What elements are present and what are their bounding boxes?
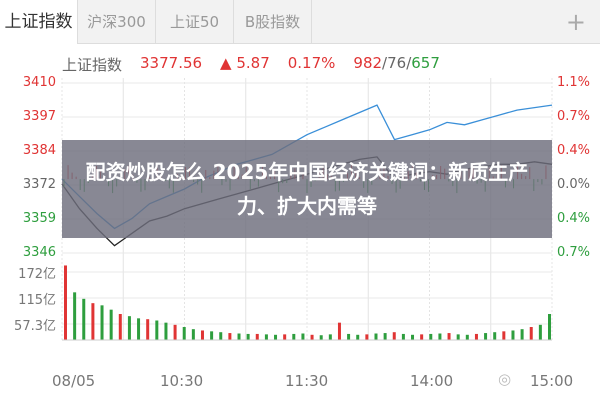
tab-shanghai-composite[interactable]: 上证指数: [0, 0, 78, 44]
volume-bar: [347, 333, 351, 340]
volume-bar: [109, 309, 113, 340]
volume-bar: [328, 334, 332, 340]
y-tick-right-label: 0.4%: [557, 211, 591, 226]
volume-bar: [100, 305, 104, 340]
volume-bar: [237, 333, 241, 340]
volume-bar: [118, 314, 122, 340]
volume-bar: [438, 333, 442, 340]
volume-bar: [502, 331, 506, 340]
tab-csi300[interactable]: 沪深300: [78, 0, 156, 44]
y-tick-label: 3397: [22, 109, 56, 124]
volume-bar: [493, 332, 497, 340]
x-tick-label: 11:30: [285, 372, 329, 390]
volume-bar: [310, 334, 314, 340]
volume-bar: [319, 335, 323, 340]
volume-bar: [520, 329, 524, 340]
y-tick-right-label: 0.4%: [557, 143, 591, 158]
volume-bar: [465, 334, 469, 340]
volume-bar: [127, 316, 131, 340]
volume-bar: [274, 334, 278, 340]
tab-sse50[interactable]: 上证50: [156, 0, 234, 44]
volume-bar: [356, 334, 360, 340]
x-tick-label: 15:00: [530, 372, 574, 390]
index-change: ▲ 5.87: [220, 54, 270, 72]
index-tabs: 上证指数 沪深300 上证50 B股指数 +: [0, 0, 600, 44]
volume-bar: [374, 333, 378, 340]
volume-bar: [137, 318, 141, 340]
advance-decline: 982/76/657: [353, 54, 440, 72]
volume-bar: [383, 333, 387, 340]
volume-bar: [292, 333, 296, 340]
volume-bar: [538, 324, 542, 340]
volume-bar: [191, 329, 195, 340]
volume-bar: [210, 331, 214, 340]
volume-bar: [474, 333, 478, 340]
index-price: 3377.56: [140, 54, 203, 72]
volume-bar: [447, 333, 451, 340]
volume-bar: [511, 330, 515, 340]
volume-bar: [283, 334, 287, 340]
volume-bar: [91, 303, 95, 340]
y-tick-label: 3384: [22, 143, 56, 158]
y-tick-label: 3372: [22, 177, 56, 192]
volume-tick-label: 57.3亿: [14, 319, 56, 334]
headline-banner: 配资炒股怎么 2025年中国经济关键词：新质生产力、扩大内需等: [62, 140, 552, 238]
volume-bar: [456, 334, 460, 340]
x-tick-label: 14:00: [410, 372, 454, 390]
volume-tick-label: 172亿: [18, 267, 56, 282]
volume-bar: [411, 334, 415, 340]
advancers: 982: [353, 54, 383, 72]
plus-icon[interactable]: +: [565, 8, 586, 36]
volume-bar: [164, 322, 168, 340]
volume-bar: [365, 334, 369, 340]
volume-bar: [246, 333, 250, 340]
volume-bar: [182, 327, 186, 340]
volume-bar: [173, 324, 177, 340]
watermark: ◎: [498, 370, 512, 388]
y-tick-label: 3359: [22, 211, 56, 226]
volume-bar: [219, 332, 223, 340]
volume-bar: [73, 292, 77, 340]
volume-bar: [337, 322, 341, 340]
index-name: 上证指数: [62, 56, 123, 74]
y-tick-right-label: 0.0%: [557, 177, 591, 192]
volume-bar: [392, 332, 396, 340]
tab-b-share[interactable]: B股指数: [234, 0, 312, 44]
volume-bar: [420, 334, 424, 340]
unchanged: 76: [387, 54, 407, 72]
volume-bar: [155, 320, 159, 340]
volume-bar: [146, 319, 150, 340]
x-tick-label: 10:30: [160, 372, 204, 390]
y-tick-right-label: 1.1%: [557, 75, 591, 90]
volume-bar: [64, 265, 67, 340]
volume-bar: [255, 333, 259, 340]
x-tick-label: 08/05: [52, 372, 96, 390]
y-tick-right-label: 0.7%: [557, 245, 591, 260]
volume-bar: [264, 334, 268, 340]
volume-bar: [82, 298, 86, 340]
y-tick-label: 3346: [22, 245, 56, 260]
volume-bar: [529, 327, 533, 340]
decliners: 657: [411, 54, 440, 72]
y-tick-label: 3410: [22, 75, 56, 90]
volume-bar: [548, 314, 551, 340]
volume-bar: [429, 333, 433, 340]
index-percent: 0.17%: [287, 54, 336, 72]
quote-summary: 上证指数 3377.56 ▲ 5.87 0.17% 982/76/657: [62, 54, 440, 75]
volume-bar: [200, 330, 204, 340]
volume-bar: [301, 333, 305, 340]
volume-tick-label: 115亿: [18, 293, 56, 308]
volume-bar: [484, 333, 488, 340]
volume-bar: [228, 333, 232, 340]
volume-bar: [401, 333, 405, 340]
y-tick-right-label: 0.7%: [557, 109, 591, 124]
